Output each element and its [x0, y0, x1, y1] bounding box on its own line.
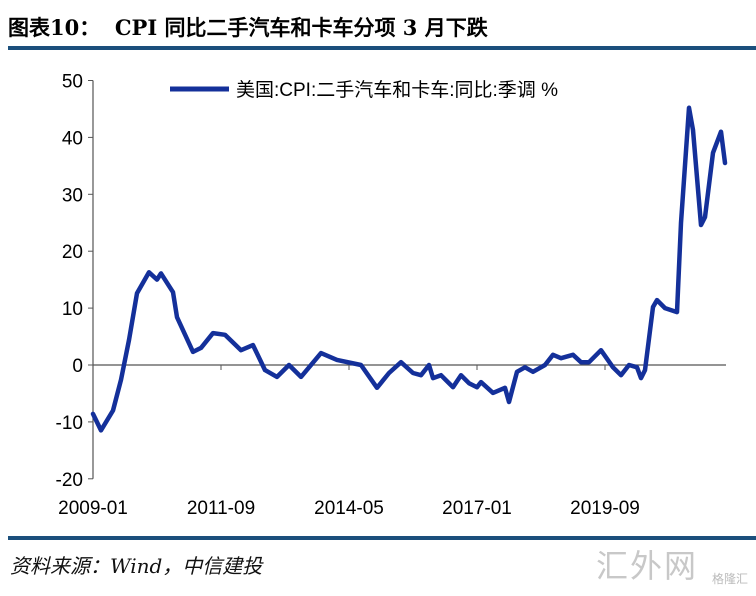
x-tick-label: 2019-09 [570, 498, 640, 519]
series-line [90, 105, 728, 433]
x-tick-label: 2014-05 [314, 498, 384, 519]
footer-rule [8, 536, 756, 540]
figure-title: 图表10： CPI 同比二手汽车和卡车分项 3 月下跌 [8, 15, 488, 40]
x-tick-label: 2017-01 [442, 498, 512, 519]
x-tick-label: 2009-01 [58, 498, 128, 519]
title-rule [8, 46, 756, 50]
y-tick-label: 50 [62, 72, 83, 93]
y-tick-label: 20 [62, 242, 83, 263]
watermark-sub: 格隆汇 [712, 572, 749, 586]
y-tick-label: 30 [62, 185, 83, 206]
y-tick-label: 10 [62, 299, 83, 320]
legend-label: 美国:CPI:二手汽车和卡车:同比:季调 % [236, 79, 558, 101]
y-tick-label: -10 [56, 413, 83, 434]
y-tick-label: -20 [56, 470, 83, 491]
y-tick-label: 40 [62, 128, 83, 149]
y-tick-label: 0 [72, 356, 83, 377]
source-note: 资料来源：Wind，中信建投 [10, 554, 263, 578]
x-tick-label: 2011-09 [187, 498, 255, 519]
line-chart: 50 40 30 20 10 0 -10 -20 2009-01 2011-09 2014-05 20… [56, 72, 728, 519]
watermark: 汇外网 [596, 547, 699, 585]
